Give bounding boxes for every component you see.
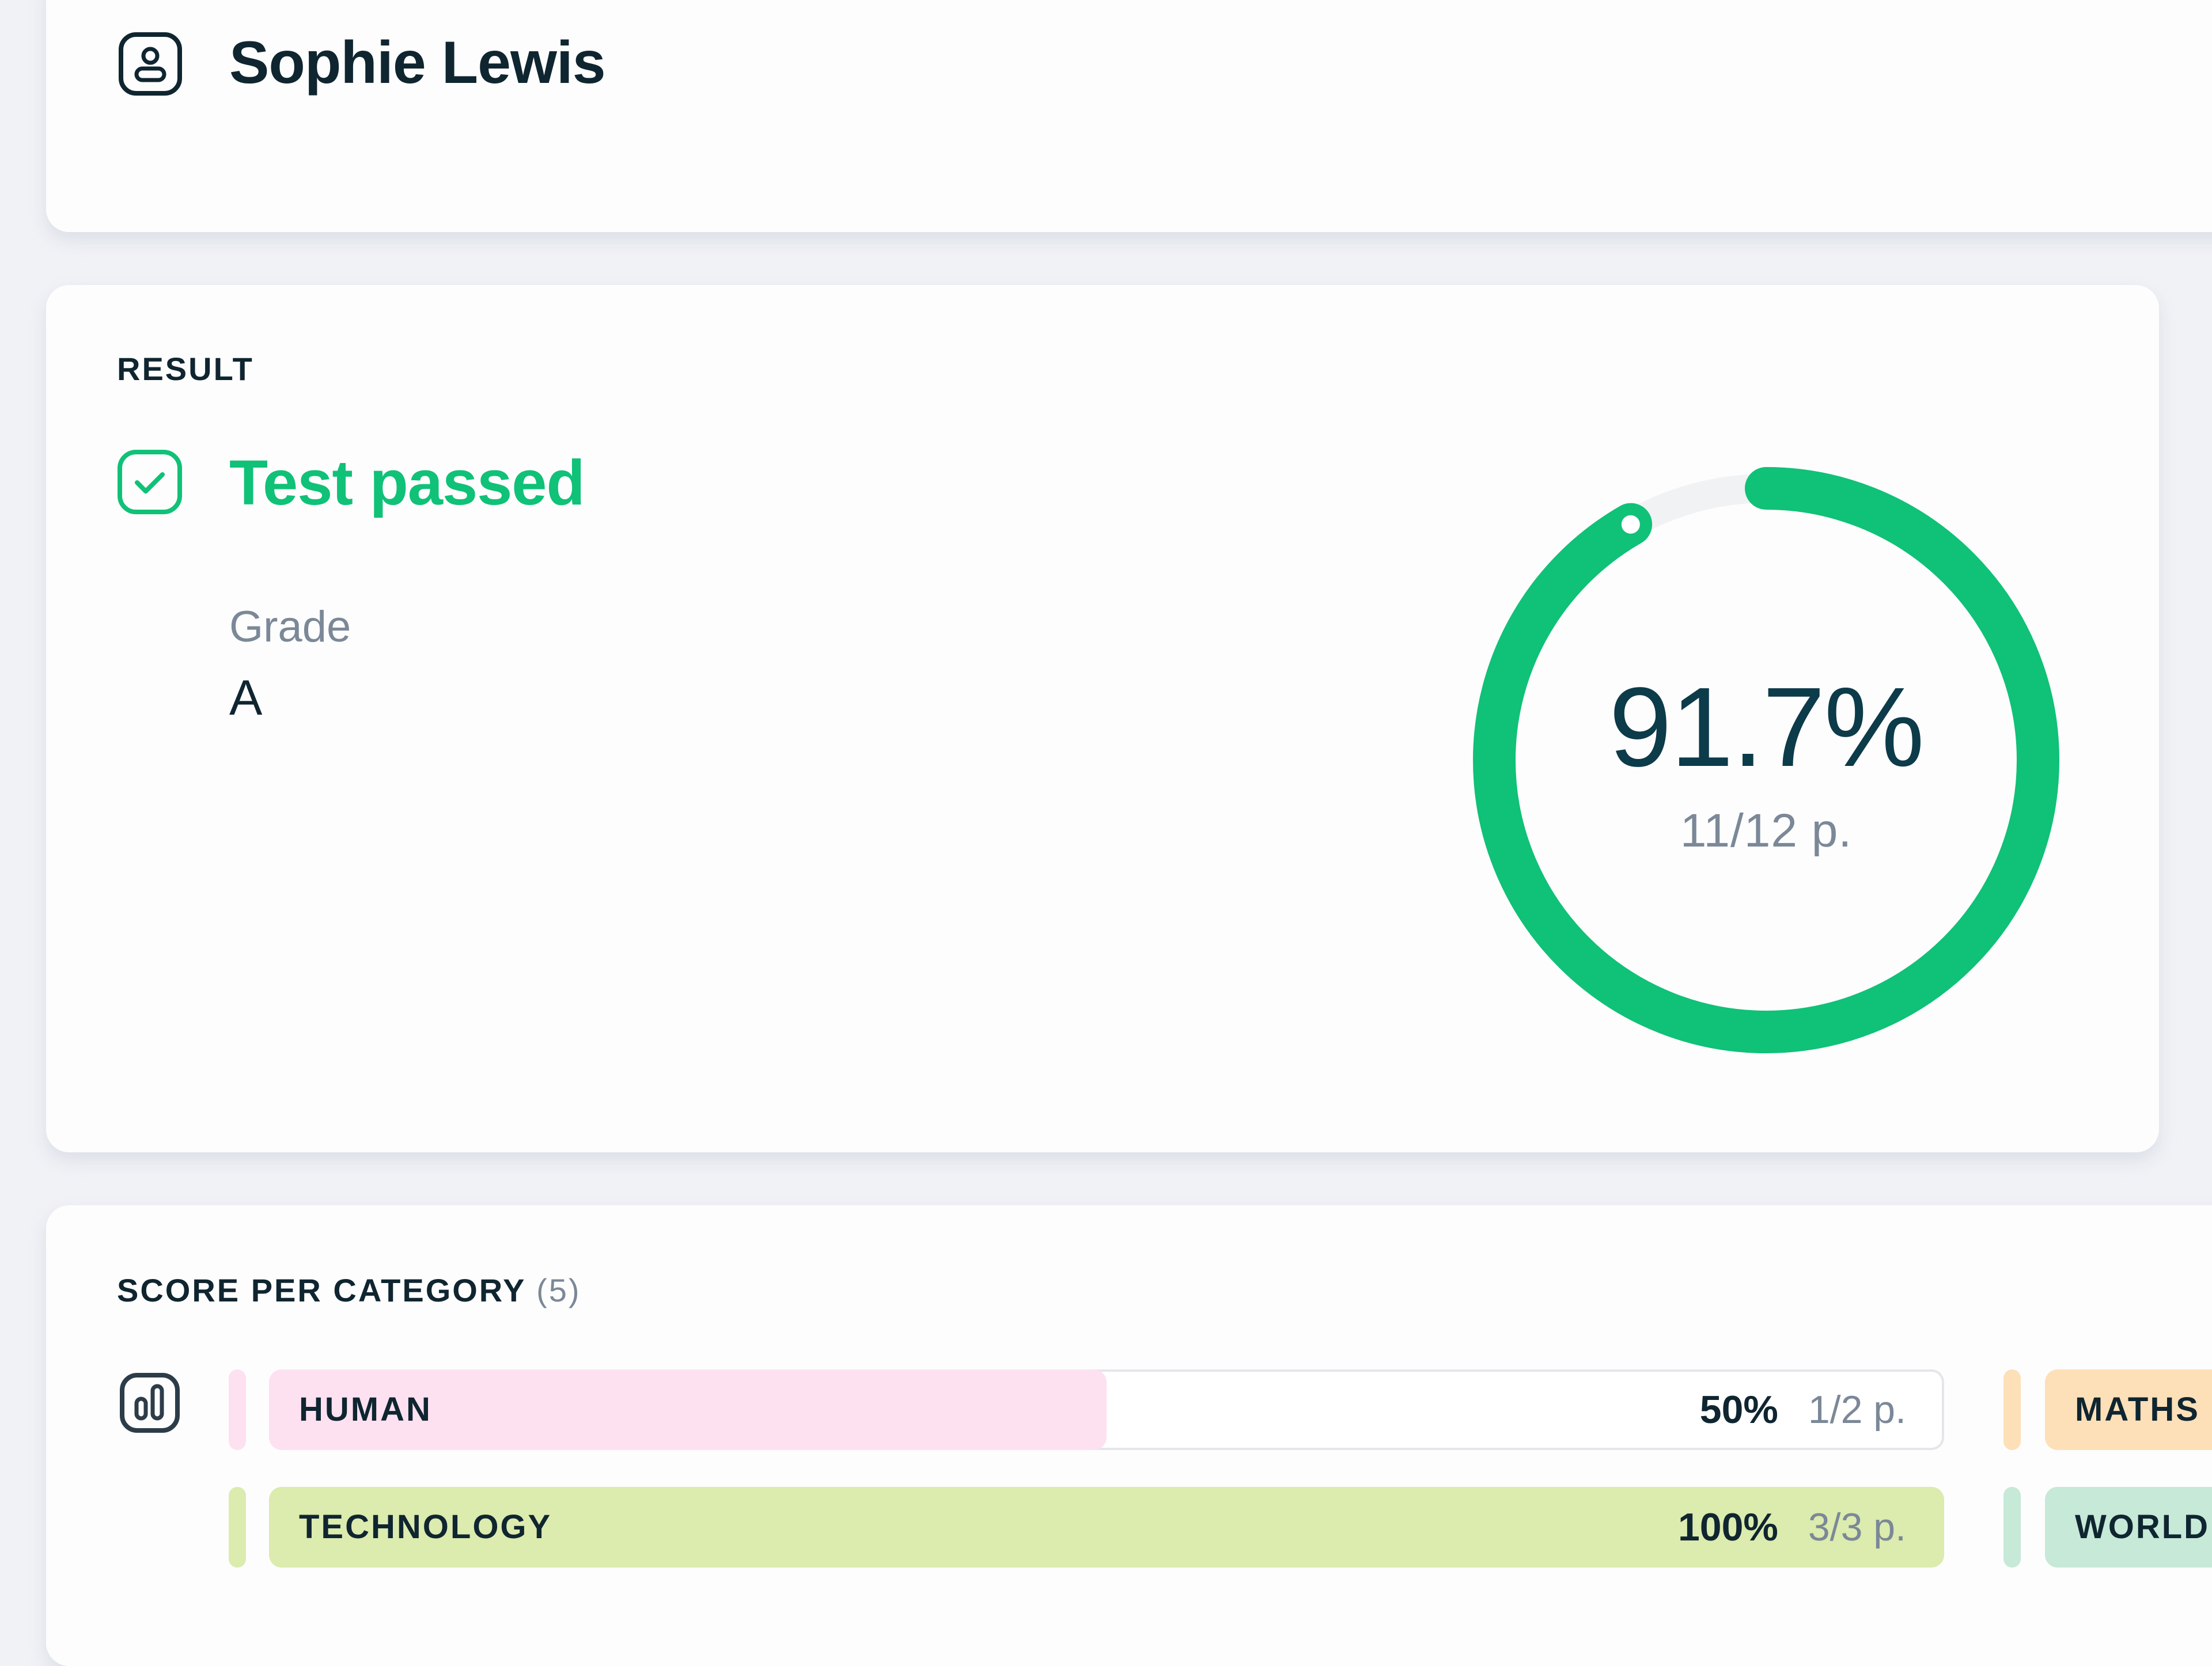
category-heading-label: SCORE PER CATEGORY <box>117 1272 526 1308</box>
category-bar-maths[interactable]: MATHS <box>2045 1369 2212 1450</box>
ring-progress <box>1473 467 2059 1053</box>
ring-end-marker <box>1616 510 1645 538</box>
category-label: HUMAN <box>299 1391 432 1428</box>
category-bar-fill <box>269 1369 1107 1450</box>
check-square-icon <box>118 450 182 514</box>
bar-chart-icon <box>120 1373 180 1433</box>
user-badge-icon <box>119 32 182 96</box>
category-bar-world[interactable]: WORLD <box>2045 1487 2212 1568</box>
category-bar-fill <box>2045 1369 2212 1450</box>
test-status: Test passed <box>229 447 585 518</box>
category-bar-fill <box>269 1487 1944 1568</box>
category-label: WORLD <box>2075 1508 2210 1546</box>
overall-percent: 91.7% <box>1609 664 1925 790</box>
category-bar-human[interactable]: HUMAN 50% 1/2 p. <box>269 1369 1944 1450</box>
category-color-stripe <box>229 1487 246 1568</box>
category-count: (5) <box>536 1272 581 1308</box>
score-ring <box>1473 467 2059 1053</box>
grade-label: Grade <box>229 602 351 651</box>
grade-value: A <box>229 670 263 726</box>
category-percent: 100% <box>1677 1505 1778 1549</box>
result-section-label: RESULT <box>117 351 254 387</box>
category-points: 1/2 p. <box>1808 1388 1906 1432</box>
overall-points: 11/12 p. <box>1680 804 1853 857</box>
category-label: MATHS <box>2075 1391 2200 1428</box>
student-header-card <box>46 0 2212 232</box>
student-name: Sophie Lewis <box>229 29 606 96</box>
category-label: TECHNOLOGY <box>299 1508 552 1546</box>
category-bar-technology[interactable]: TECHNOLOGY 100% 3/3 p. <box>269 1487 1944 1568</box>
category-percent: 50% <box>1699 1388 1778 1432</box>
category-color-stripe <box>2003 1369 2021 1450</box>
category-color-stripe <box>229 1369 246 1450</box>
category-color-stripe <box>2003 1487 2021 1568</box>
category-heading: SCORE PER CATEGORY (5) <box>117 1272 581 1309</box>
category-points: 3/3 p. <box>1808 1505 1906 1549</box>
category-bar-fill <box>2045 1487 2212 1568</box>
